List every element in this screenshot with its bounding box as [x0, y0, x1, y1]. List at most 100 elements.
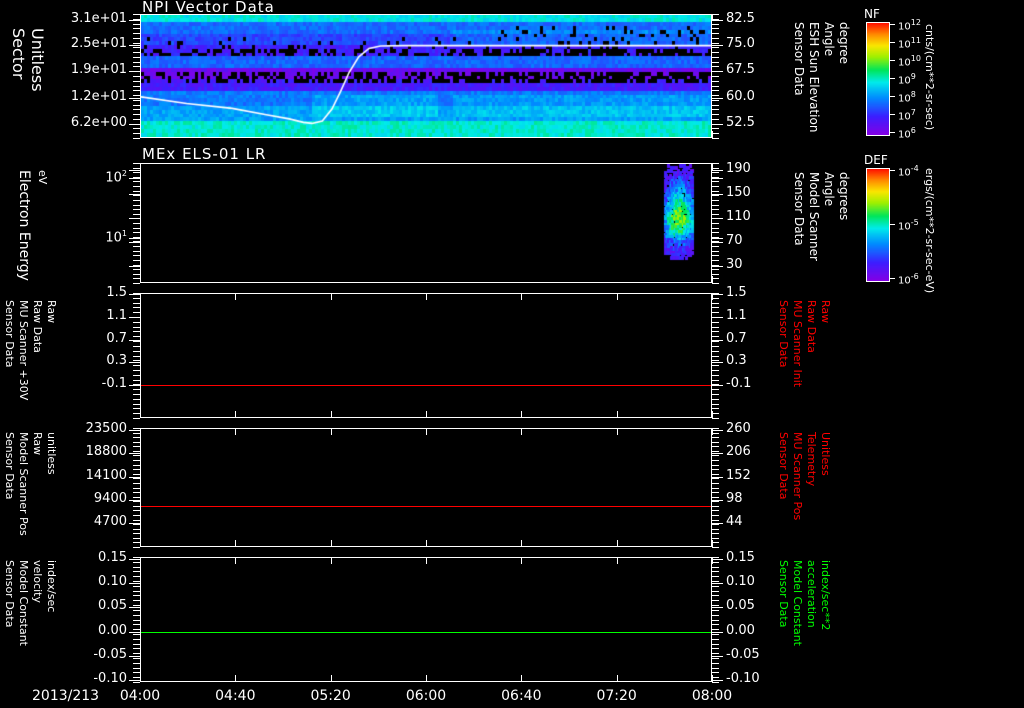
panel-title-npi: NPI Vector Data: [142, 0, 275, 16]
y-tick-minor: [133, 657, 140, 659]
y-tick-major: [129, 340, 140, 341]
y-tick-minor: [712, 273, 719, 275]
y-tick-major: [712, 124, 723, 125]
axis-label-line: Raw Data: [805, 300, 818, 353]
x-tick-major: [521, 428, 523, 435]
y-tick-major: [712, 71, 723, 72]
x-tick-major: [140, 293, 141, 300]
axis-label-line: ESH Sun Elevation: [807, 22, 821, 133]
y-tick-minor: [133, 389, 140, 391]
axis-label-line: Raw Data: [31, 300, 44, 353]
y-tick-label: 82.5: [726, 10, 755, 26]
y-tick-major: [129, 71, 140, 72]
y-tick-major: [129, 385, 140, 386]
y-tick-minor: [133, 469, 140, 471]
y-tick-minor: [712, 95, 719, 97]
y-tick-minor: [712, 293, 719, 294]
y-tick-major: [712, 178, 723, 179]
y-tick-minor: [133, 42, 140, 44]
x-tick-major: [712, 276, 713, 283]
y-tick-minor: [712, 428, 719, 429]
y-tick-minor: [712, 28, 719, 30]
colorbar-nf-tick-label: 108: [898, 89, 916, 105]
x-tick-major: [235, 428, 237, 435]
y-tick-label: 3.1e+01: [70, 10, 127, 26]
x-tick-major: [426, 540, 427, 547]
y-tick-minor: [712, 524, 719, 526]
y-tick-label: -0.10: [726, 670, 760, 686]
x-tick-major: [712, 675, 713, 682]
y-tick-minor: [712, 672, 719, 674]
y-tick-label: -0.05: [93, 646, 127, 662]
colorbar-nf-title: NF: [864, 7, 880, 21]
y-tick-minor: [712, 99, 719, 101]
axis-label-line: MU Scanner Pos: [791, 432, 804, 521]
y-tick-minor: [133, 66, 140, 68]
y-tick-minor: [133, 614, 140, 616]
axis-label-line: acceleration: [805, 560, 818, 628]
x-tick-major: [521, 540, 523, 547]
y-tick-minor: [712, 341, 719, 343]
y-tick-label: 6.2e+00: [70, 114, 127, 130]
y-tick-minor: [712, 365, 719, 367]
y-tick-major: [129, 317, 140, 318]
y-tick-minor: [133, 455, 140, 457]
y-tick-minor: [133, 450, 140, 452]
y-tick-major: [129, 583, 140, 584]
axis-label-line: Telemetry: [805, 432, 818, 487]
y-tick-minor: [712, 52, 719, 54]
x-tick-major: [616, 557, 618, 564]
els-spectrogram-data: [141, 164, 711, 282]
y-tick-label: 260: [726, 420, 751, 436]
y-tick-minor: [133, 255, 140, 257]
y-tick-minor: [712, 487, 719, 489]
y-tick-minor: [133, 204, 140, 206]
colorbar-nf-tick: [889, 78, 895, 79]
y-tick-minor: [712, 547, 719, 548]
y-tick-minor: [712, 190, 719, 192]
y-tick-minor: [712, 571, 719, 573]
colorbar-nf-tick: [889, 42, 895, 43]
y-tick-label: 14100: [85, 467, 127, 483]
y-tick-major: [129, 218, 140, 219]
y-tick-minor: [712, 492, 719, 494]
y-tick-minor: [712, 109, 719, 111]
y-tick-minor: [133, 653, 140, 655]
y-tick-major: [129, 98, 140, 99]
y-tick-label: 0.7: [106, 330, 127, 346]
y-tick-minor: [133, 23, 140, 25]
y-tick-minor: [133, 250, 140, 252]
x-tick-major: [712, 540, 713, 547]
x-axis-tick-label: 06:00: [405, 688, 447, 704]
y-tick-minor: [712, 350, 719, 352]
y-tick-minor: [133, 307, 140, 309]
y-tick-minor: [133, 514, 140, 516]
y-tick-minor: [712, 408, 719, 410]
y-tick-minor: [712, 643, 719, 645]
y-tick-minor: [712, 297, 719, 299]
y-tick-minor: [712, 581, 719, 583]
y-tick-minor: [133, 223, 140, 224]
x-tick-major: [521, 675, 523, 682]
y-tick-minor: [712, 114, 719, 116]
y-tick-major: [712, 680, 723, 681]
axis-label-line: Model Constant: [17, 560, 30, 646]
y-tick-label: 0.00: [726, 623, 755, 638]
axis-label-line: Sensor Data: [3, 432, 16, 500]
y-tick-minor: [133, 264, 140, 266]
y-tick-minor: [712, 321, 719, 323]
y-tick-major: [129, 178, 140, 179]
axis-label-line: Model Scanner: [807, 172, 821, 261]
y-tick-minor: [133, 496, 140, 498]
y-tick-label: 0.15: [726, 549, 755, 565]
y-tick-minor: [133, 167, 140, 169]
y-tick-major: [712, 294, 723, 295]
y-tick-label: 190: [726, 160, 751, 176]
y-tick-minor: [133, 576, 140, 578]
y-tick-label: 0.7: [726, 330, 747, 346]
y-tick-minor: [712, 638, 719, 640]
y-tick-minor: [133, 213, 140, 215]
y-tick-minor: [133, 446, 140, 448]
colorbar-def-title: DEF: [864, 153, 888, 167]
y-tick-minor: [712, 326, 719, 328]
